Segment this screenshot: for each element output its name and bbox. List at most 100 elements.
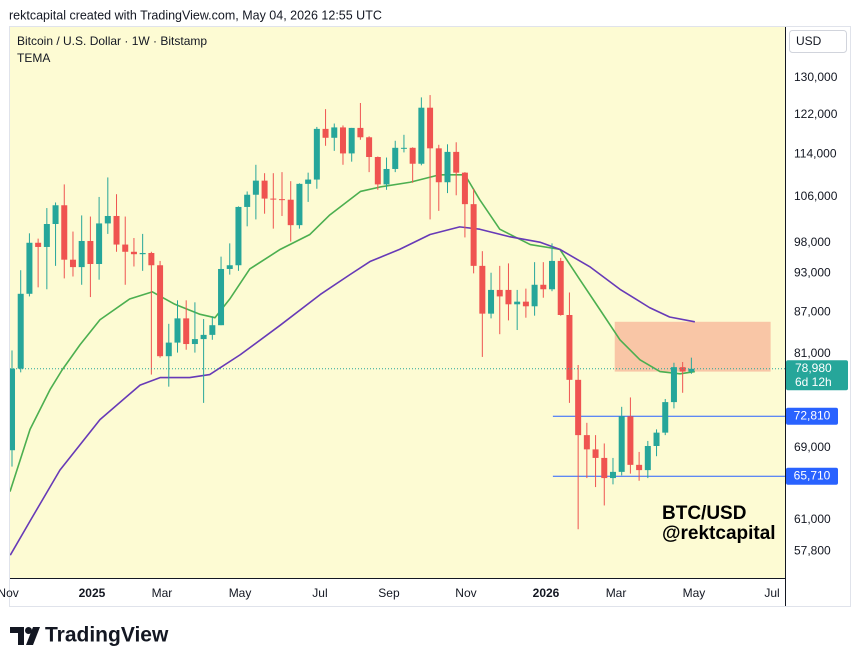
candle-body: [43, 224, 50, 247]
y-tick-label: 57,800: [794, 543, 831, 557]
candle-body: [10, 368, 16, 451]
candle-body: [566, 314, 573, 380]
y-tick-label: 114,000: [794, 147, 837, 161]
candle-body: [366, 137, 373, 158]
logo-icon: [26, 627, 40, 645]
candle-body: [226, 265, 233, 269]
candle-body: [261, 180, 268, 199]
logo-icon: [10, 627, 24, 645]
x-tick-label: Sep: [378, 586, 400, 600]
candle-body: [96, 223, 103, 265]
x-tick-label: Jul: [312, 586, 327, 600]
axes: 130,000 122,000 114,000 106,000 98,000 93,000…: [0, 70, 848, 600]
tema-line: [10, 226, 695, 556]
candle-body: [444, 151, 451, 183]
candle-body: [322, 128, 329, 138]
candle-body: [609, 471, 616, 479]
y-tick-label: 106,000: [794, 189, 838, 203]
candle-body: [279, 199, 286, 201]
candle-body: [200, 334, 207, 340]
annotation: BTC/USD: [662, 503, 746, 524]
candle-body: [61, 205, 68, 260]
last-price-box: [786, 360, 848, 391]
candle-body: [496, 289, 503, 297]
y-tick-label: 98,000: [794, 235, 831, 249]
candle-body: [583, 435, 590, 450]
candle-body: [26, 242, 33, 294]
candle-body: [418, 107, 425, 164]
candle-body: [688, 368, 695, 372]
candle-body: [313, 128, 320, 180]
y-tick-label: 122,000: [794, 107, 838, 121]
y-tick-label: 87,000: [794, 304, 831, 318]
candle-body: [218, 268, 225, 326]
candle-body: [505, 289, 512, 305]
brand: TradingView: [45, 624, 169, 647]
candle-body: [17, 293, 24, 369]
candle-body: [252, 180, 259, 195]
candle-body: [427, 107, 434, 149]
y-tick-label: 69,000: [794, 440, 831, 454]
candle-body: [522, 301, 529, 307]
candle-body: [488, 289, 495, 314]
candle-body: [165, 342, 172, 357]
candle-body: [409, 147, 416, 164]
price-zone: [614, 321, 771, 372]
candle-body: [113, 215, 120, 245]
candle-body: [670, 367, 677, 403]
y-tick-label: 61,000: [794, 512, 831, 526]
candle-body: [435, 148, 442, 183]
candle-body: [549, 260, 556, 290]
candle-body: [87, 240, 94, 265]
candle-body: [157, 265, 164, 357]
header: rektcapital created with TradingView.com…: [9, 8, 382, 22]
candle-body: [139, 252, 146, 255]
candle-body: [174, 318, 181, 343]
candle-body: [235, 206, 242, 266]
x-tick-label: Nov: [455, 586, 476, 600]
brand-logo: [10, 627, 40, 645]
candle-body: [383, 168, 390, 185]
x-tick-label: May: [229, 586, 252, 600]
y-tick-label: 93,000: [794, 266, 831, 280]
candle-body: [130, 251, 137, 255]
level-label: 72,810: [794, 408, 831, 422]
candle-body: [575, 379, 582, 436]
candle-body: [78, 240, 85, 268]
candle-body: [662, 402, 669, 433]
plot-area: [10, 95, 785, 556]
candle-body: [183, 318, 190, 345]
x-tick-label: 2025: [79, 586, 106, 600]
candle-body: [601, 457, 608, 479]
candle-body: [104, 215, 111, 224]
candle-body: [592, 449, 599, 458]
countdown-label: 6d 12h: [795, 375, 832, 389]
level-label-box: [786, 467, 838, 485]
candle-body: [122, 244, 129, 252]
logo-icon: [25, 627, 32, 634]
candle-body: [339, 127, 346, 154]
candle-body: [540, 284, 547, 290]
x-tick-label: Mar: [606, 586, 627, 600]
candle-body: [557, 260, 564, 315]
x-tick-label: Nov: [0, 586, 19, 600]
candle-body: [287, 199, 294, 226]
candle-body: [618, 416, 625, 472]
candle-body: [644, 445, 651, 471]
currency[interactable]: USD: [796, 34, 822, 48]
candle-body: [453, 151, 460, 173]
y-tick-label: 81,000: [794, 346, 831, 360]
candle-body: [69, 259, 76, 268]
x-tick-label: 2026: [533, 586, 560, 600]
candle-body: [531, 284, 538, 307]
candle-body: [305, 179, 312, 184]
candle-body: [244, 194, 251, 207]
currency-box[interactable]: [789, 30, 847, 53]
candle-body: [374, 157, 381, 185]
candle-body: [35, 242, 42, 247]
candle-body: [331, 127, 338, 138]
candle-body: [270, 198, 277, 200]
level-label: 65,710: [794, 468, 831, 482]
x-tick-label: Jul: [764, 586, 779, 600]
candle-body: [470, 204, 477, 266]
